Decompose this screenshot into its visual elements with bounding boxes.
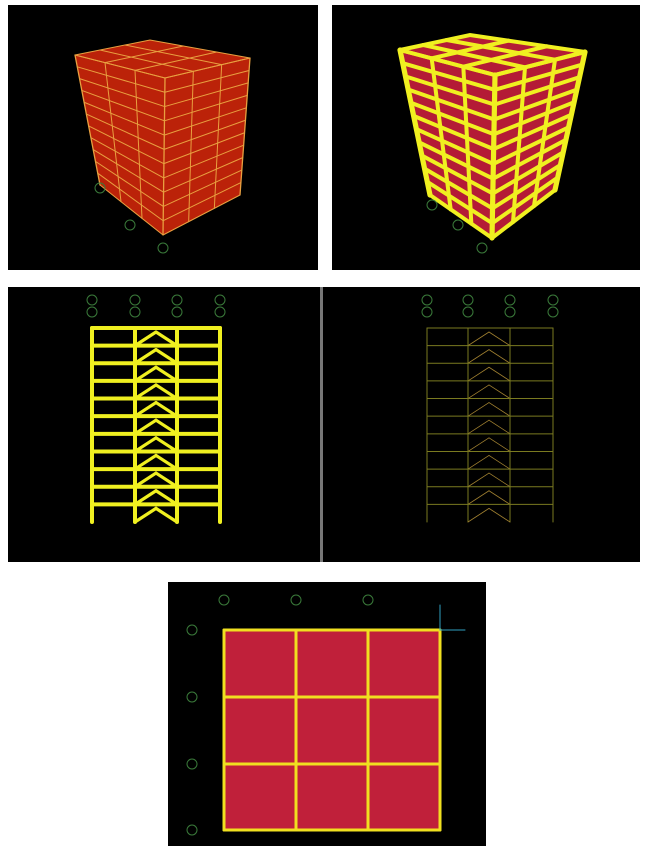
figure (0, 0, 645, 846)
slab (224, 630, 440, 830)
column (492, 75, 495, 238)
divider (320, 287, 323, 562)
